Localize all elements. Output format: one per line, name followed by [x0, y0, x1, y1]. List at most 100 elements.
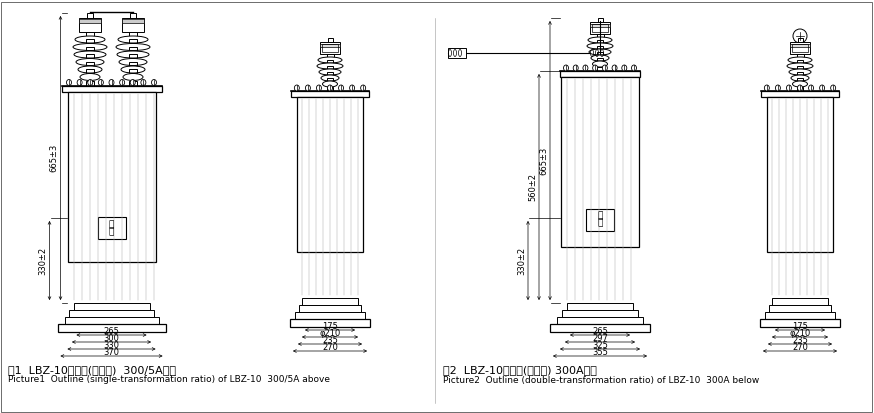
Text: 330±2: 330±2	[517, 247, 526, 275]
Bar	[86, 32, 94, 36]
Bar	[790, 42, 810, 54]
Bar	[792, 44, 808, 52]
Bar	[598, 18, 602, 22]
Bar	[61, 85, 162, 92]
Ellipse shape	[583, 65, 588, 71]
Bar	[597, 67, 603, 71]
Ellipse shape	[808, 85, 814, 91]
Bar	[79, 18, 101, 32]
Text: 图1  LBZ-10外形图(单变比)  300/5A以上: 图1 LBZ-10外形图(单变比) 300/5A以上	[8, 365, 176, 375]
Bar	[597, 52, 603, 55]
Ellipse shape	[632, 65, 636, 71]
Bar	[327, 54, 334, 57]
Bar	[550, 324, 650, 332]
Text: 175: 175	[322, 322, 338, 331]
Bar	[302, 298, 358, 305]
Bar	[86, 39, 94, 43]
Bar	[98, 217, 126, 239]
Bar	[596, 34, 604, 37]
Bar	[586, 209, 614, 230]
Ellipse shape	[141, 79, 146, 85]
Text: 175: 175	[792, 322, 808, 331]
Bar	[290, 319, 370, 327]
Text: 665±3: 665±3	[539, 146, 548, 175]
Bar	[67, 92, 156, 261]
Ellipse shape	[123, 74, 143, 81]
Text: 665±3: 665±3	[50, 144, 59, 172]
Bar	[129, 54, 137, 58]
Ellipse shape	[765, 85, 769, 91]
Bar	[327, 72, 333, 75]
Bar	[58, 324, 165, 332]
Bar	[122, 19, 144, 23]
Bar	[797, 38, 802, 42]
Ellipse shape	[789, 69, 811, 75]
Ellipse shape	[338, 85, 343, 91]
Text: 355: 355	[592, 348, 608, 357]
Bar	[129, 32, 137, 36]
Bar	[129, 62, 137, 66]
Ellipse shape	[318, 57, 342, 63]
Ellipse shape	[328, 85, 332, 91]
Ellipse shape	[588, 37, 612, 43]
Ellipse shape	[323, 81, 337, 87]
Bar	[790, 44, 810, 47]
Ellipse shape	[120, 79, 125, 85]
Bar	[567, 303, 633, 310]
Ellipse shape	[117, 51, 149, 58]
Bar	[79, 19, 101, 23]
Text: 330±2: 330±2	[38, 247, 47, 275]
Ellipse shape	[78, 66, 102, 73]
Ellipse shape	[295, 85, 300, 91]
Text: 牌: 牌	[108, 227, 114, 236]
Bar	[327, 60, 333, 63]
Ellipse shape	[797, 85, 802, 91]
Bar	[327, 87, 333, 91]
Ellipse shape	[361, 85, 365, 91]
Bar	[796, 54, 803, 57]
Bar	[295, 312, 365, 319]
Ellipse shape	[564, 65, 568, 71]
Bar	[129, 69, 137, 73]
Ellipse shape	[87, 79, 93, 85]
Text: 270: 270	[792, 343, 808, 352]
Ellipse shape	[73, 43, 107, 50]
Bar	[320, 42, 340, 54]
Bar	[86, 81, 94, 85]
Text: 325: 325	[592, 341, 608, 350]
Bar	[87, 13, 93, 18]
Ellipse shape	[791, 75, 809, 81]
Ellipse shape	[121, 66, 145, 73]
Bar	[560, 71, 640, 77]
Ellipse shape	[305, 85, 310, 91]
Ellipse shape	[787, 85, 792, 91]
Bar	[297, 97, 363, 252]
Ellipse shape	[316, 85, 322, 91]
Bar	[65, 317, 158, 324]
Ellipse shape	[591, 55, 609, 61]
Bar	[322, 44, 338, 52]
Ellipse shape	[593, 65, 598, 71]
Ellipse shape	[621, 65, 627, 71]
Bar	[760, 319, 840, 327]
Ellipse shape	[820, 85, 824, 91]
Text: 370: 370	[103, 348, 120, 357]
Ellipse shape	[109, 79, 114, 85]
Ellipse shape	[587, 43, 613, 49]
Bar	[769, 305, 831, 312]
Ellipse shape	[66, 79, 72, 85]
Ellipse shape	[321, 75, 339, 81]
Bar	[765, 312, 835, 319]
Text: 235: 235	[792, 336, 808, 345]
Bar	[772, 298, 828, 305]
Bar	[767, 97, 833, 252]
Ellipse shape	[830, 85, 836, 91]
Bar	[590, 24, 610, 27]
Ellipse shape	[151, 79, 156, 85]
Text: 265: 265	[103, 327, 120, 336]
Bar	[86, 62, 94, 66]
Bar	[797, 60, 803, 63]
Text: 铭: 铭	[597, 211, 603, 220]
Ellipse shape	[74, 51, 106, 58]
Bar	[291, 91, 369, 97]
